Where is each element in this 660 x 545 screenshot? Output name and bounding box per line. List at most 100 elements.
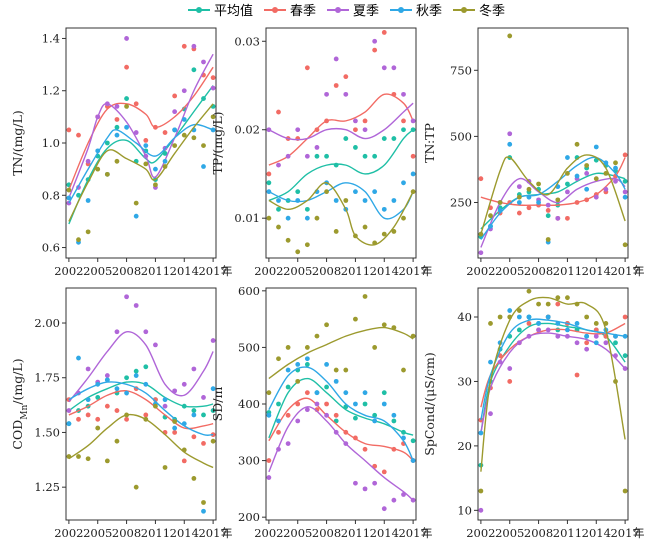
series-line-5 — [480, 154, 626, 235]
data-point — [266, 390, 272, 396]
data-point — [613, 379, 618, 384]
data-point — [507, 141, 513, 147]
data-point — [536, 181, 541, 187]
data-point — [565, 333, 570, 339]
y-tick-label: 0.6 — [42, 241, 60, 255]
data-point — [507, 308, 513, 313]
data-point — [381, 30, 387, 35]
series-line-4 — [480, 156, 626, 240]
x-tick-label: 2008 — [524, 264, 553, 278]
data-point — [314, 215, 320, 221]
data-point — [555, 321, 561, 326]
data-point — [133, 373, 139, 378]
data-point — [333, 378, 339, 384]
data-point — [285, 237, 291, 243]
data-point — [574, 340, 580, 346]
data-point — [324, 189, 329, 195]
data-point — [362, 486, 368, 492]
data-point — [124, 64, 129, 70]
data-point — [372, 47, 378, 53]
data-point — [622, 366, 628, 371]
data-point — [295, 418, 301, 424]
series-line-2 — [268, 93, 414, 166]
data-point — [276, 418, 281, 424]
data-point — [536, 200, 541, 205]
data-point — [124, 104, 129, 109]
data-point — [410, 438, 416, 444]
data-point — [478, 488, 484, 494]
data-point — [362, 118, 368, 124]
data-point — [191, 43, 197, 49]
data-point — [391, 497, 397, 503]
data-point — [276, 446, 281, 452]
data-point — [85, 456, 91, 462]
data-point — [343, 91, 349, 97]
x-tick-label: 2014 — [370, 526, 399, 540]
data-point — [172, 419, 178, 424]
data-point — [574, 200, 580, 205]
data-point — [622, 333, 628, 339]
x-tick-label: 2002 — [466, 526, 495, 540]
data-point — [66, 408, 72, 413]
data-point — [172, 109, 178, 115]
series-line-4 — [68, 381, 214, 436]
axes-frame — [477, 27, 629, 259]
data-point — [85, 397, 91, 403]
data-point — [276, 356, 281, 362]
series-line-5 — [268, 182, 414, 246]
data-point — [95, 416, 101, 422]
data-point — [362, 224, 368, 230]
data-point — [162, 465, 168, 470]
data-point — [410, 189, 416, 195]
data-point — [555, 333, 561, 339]
y-tick-label: 1.25 — [34, 480, 60, 494]
data-point — [181, 88, 187, 94]
data-point — [210, 75, 216, 81]
x-tick-label: 2011 — [341, 264, 370, 278]
x-tick-label: 2005 — [283, 264, 312, 278]
data-point — [201, 96, 206, 101]
series-line-4 — [68, 123, 214, 204]
x-unit-label: 年 — [221, 264, 233, 278]
data-point — [555, 295, 561, 301]
data-point — [324, 118, 329, 124]
data-point — [285, 367, 291, 373]
data-point — [85, 366, 91, 372]
data-point — [507, 131, 513, 137]
x-tick-label: 2017 — [198, 526, 227, 540]
data-point — [372, 153, 378, 159]
data-point — [362, 390, 368, 396]
data-point — [593, 194, 599, 200]
x-tick-label: 2014 — [582, 526, 611, 540]
data-point — [104, 140, 110, 146]
data-point — [353, 435, 358, 441]
data-point — [353, 233, 358, 239]
data-point — [526, 288, 532, 294]
data-point — [555, 301, 561, 307]
series-line-3 — [480, 332, 626, 434]
data-point — [526, 321, 532, 326]
data-point — [143, 329, 149, 335]
data-point — [516, 314, 522, 320]
data-point — [613, 340, 618, 346]
series-line-3 — [68, 53, 214, 199]
data-point — [153, 403, 158, 409]
x-tick-label: 2014 — [170, 264, 199, 278]
data-point — [372, 480, 378, 486]
data-point — [76, 454, 81, 459]
data-point — [324, 91, 329, 97]
data-point — [478, 430, 484, 436]
data-point — [372, 189, 378, 195]
data-point — [372, 345, 378, 350]
legend-marker-summer — [335, 7, 341, 13]
data-point — [143, 364, 149, 370]
legend-label-summer: 夏季 — [353, 4, 380, 19]
data-point — [266, 127, 272, 133]
y-tick-label: 500 — [450, 129, 472, 143]
data-point — [622, 189, 628, 195]
data-point — [201, 500, 206, 505]
data-point — [266, 458, 272, 463]
data-point — [343, 367, 349, 373]
